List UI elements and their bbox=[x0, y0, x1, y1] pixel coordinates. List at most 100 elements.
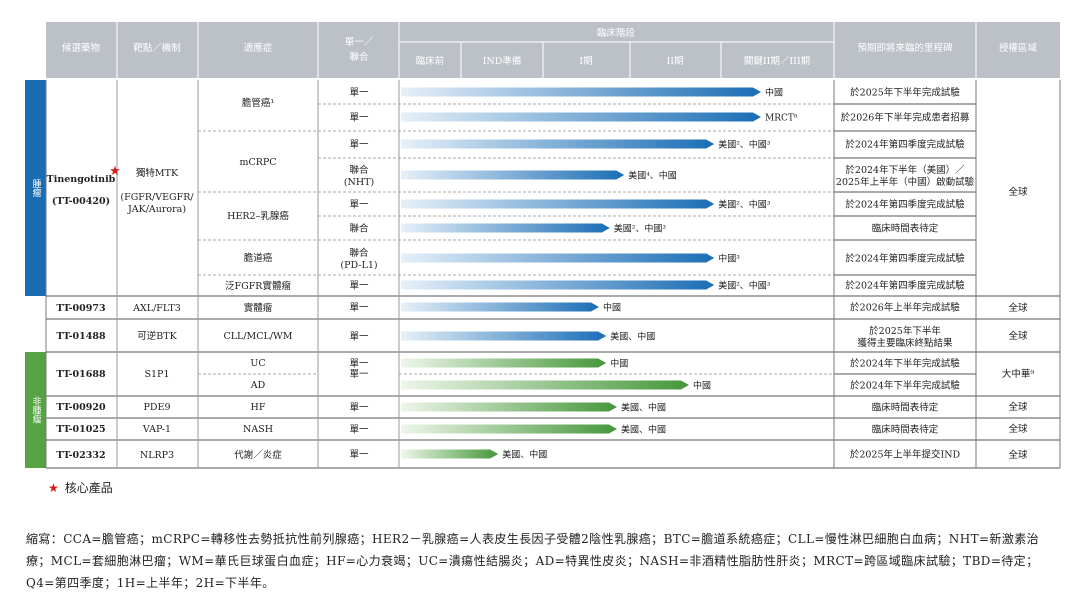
progress-bar bbox=[401, 170, 625, 180]
header-stage-preclinical: 臨床前 bbox=[416, 55, 445, 67]
header-indication: 適應症 bbox=[244, 42, 273, 54]
bar-region-label: 美國²、中國³ bbox=[718, 199, 771, 211]
indication-label: 膽管癌¹ bbox=[242, 97, 275, 109]
milestone-text: 於2024年第四季度完成試驗 bbox=[845, 280, 965, 292]
indication-label: NASH bbox=[243, 424, 273, 435]
drug-target: PDE9 bbox=[144, 402, 171, 413]
section-non-oncology-label: 非腫瘤 bbox=[31, 395, 42, 424]
milestone-text: 於2025年下半年完成試驗 bbox=[850, 87, 960, 99]
static-columns: Tinengotinib ★ (TT-00420) 獨特MTK (FGFR/VE… bbox=[47, 97, 1035, 461]
mono-combo-label: 單一 bbox=[349, 359, 369, 370]
progress-bar bbox=[401, 402, 617, 412]
rights-label: 全球 bbox=[1008, 423, 1028, 435]
drug-target: AXL/FLT3 bbox=[132, 303, 181, 314]
progress-bar bbox=[401, 199, 715, 209]
mono-combo-label: (PD-L1) bbox=[340, 260, 377, 271]
rights-label: 全球 bbox=[1008, 330, 1028, 342]
table-header: 候選藥物 靶點／機制 適應症 單一／ 聯合 臨床階段 臨床前 IND準備 I期 … bbox=[46, 22, 1060, 78]
bar-region-label: 中國³ bbox=[718, 253, 740, 265]
drug-name: Tinengotinib bbox=[47, 174, 116, 185]
mono-combo-label: 單一 bbox=[349, 425, 369, 436]
drug-target: VAP-1 bbox=[142, 424, 171, 435]
bar-region-label: MRCT⁸ bbox=[765, 114, 798, 124]
milestone-text: 2025年上半年（中國）啟動試驗 bbox=[836, 176, 975, 188]
milestone-text: 於2024年第四季度完成試驗 bbox=[845, 139, 965, 151]
indication-label: 代謝／炎症 bbox=[234, 449, 282, 461]
bar-region-label: 中國 bbox=[765, 87, 783, 99]
core-star-icon: ★ bbox=[109, 164, 121, 179]
header-drug: 候選藥物 bbox=[62, 42, 101, 54]
milestone-text: 臨床時間表待定 bbox=[872, 402, 939, 414]
indication-label: UC bbox=[250, 358, 265, 369]
drug-name: TT-00920 bbox=[56, 402, 106, 413]
mono-combo-label: 單一 bbox=[349, 303, 369, 314]
mono-combo-label: 單一 bbox=[349, 140, 369, 151]
drug-name: TT-00973 bbox=[56, 303, 105, 314]
header-mono-combo-line2: 聯合 bbox=[349, 51, 369, 63]
bar-region-label: 美國、中國 bbox=[502, 449, 547, 461]
bar-region-label: 美國、中國 bbox=[621, 402, 666, 414]
indication-label: HER2–乳腺癌 bbox=[227, 210, 289, 222]
drug-name: TT-01025 bbox=[56, 424, 105, 435]
bar-region-label: 美國²、中國³ bbox=[718, 280, 771, 292]
core-product-label: 核心產品 bbox=[64, 481, 113, 495]
bar-region-label: 美國²、中國³ bbox=[614, 223, 667, 235]
bar-region-label: 美國、中國 bbox=[610, 331, 655, 343]
drug-name: TT-01488 bbox=[56, 331, 106, 342]
milestone-text: 獲得主要臨床終點結果 bbox=[857, 337, 953, 349]
pipeline-table: 候選藥物 靶點／機制 適應症 單一／ 聯合 臨床階段 臨床前 IND準備 I期 … bbox=[25, 22, 1061, 469]
core-star-icon: ★ bbox=[48, 481, 59, 495]
indication-label: mCRPC bbox=[239, 157, 276, 168]
progress-bar bbox=[401, 139, 715, 149]
progress-bar bbox=[401, 253, 715, 263]
section-non-oncology: 非腫瘤 bbox=[25, 352, 46, 468]
progress-bar bbox=[401, 223, 610, 233]
mono-combo-label: 單一 bbox=[349, 369, 369, 380]
abbreviations-note: 縮寫：CCA=膽管癌；mCRPC=轉移性去勢抵抗性前列腺癌；HER2－乳腺癌=人… bbox=[26, 532, 1040, 590]
progress-bar bbox=[401, 424, 617, 434]
bar-region-label: 美國⁴、中國 bbox=[628, 170, 677, 182]
milestone-text: 臨床時間表待定 bbox=[872, 223, 939, 235]
mono-combo-label: (NHT) bbox=[344, 177, 374, 188]
drug-name: TT-01688 bbox=[56, 369, 106, 380]
progress-bar bbox=[401, 87, 761, 97]
indication-label: 泛FGFR實體瘤 bbox=[225, 280, 291, 292]
indication-label: AD bbox=[250, 380, 266, 391]
progress-bar bbox=[401, 331, 607, 341]
header-rights: 授權區域 bbox=[999, 42, 1038, 54]
milestone-text: 於2024年下半年完成試驗 bbox=[850, 358, 960, 370]
grid-lines bbox=[45, 80, 1061, 469]
bar-region-label: 中國 bbox=[693, 380, 711, 392]
drug-name: TT-02332 bbox=[56, 450, 105, 461]
drug-target: 獨特MTK bbox=[136, 167, 179, 179]
milestone-text: 於2026年下半年完成患者招募 bbox=[841, 112, 970, 124]
mono-combo-label: 單一 bbox=[349, 113, 369, 124]
indication-label: 實體瘤 bbox=[244, 302, 273, 314]
milestone-text: 臨床時間表待定 bbox=[872, 424, 939, 436]
bar-region-label: 中國 bbox=[603, 302, 621, 314]
core-product-note: ★ 核心產品 bbox=[48, 479, 113, 496]
drug-target: NLRP3 bbox=[140, 450, 174, 461]
progress-bar bbox=[401, 112, 761, 122]
milestone-text: 於2025年下半年 bbox=[869, 325, 941, 337]
header-milestone: 預期即將來臨的里程碑 bbox=[857, 42, 953, 54]
bar-region-label: 美國、中國 bbox=[621, 424, 666, 436]
header-clinical-stage: 臨床階段 bbox=[597, 27, 636, 39]
milestone-text: 於2024年下半年完成試驗 bbox=[850, 380, 960, 392]
drug-target: 可逆BTK bbox=[137, 330, 177, 342]
milestone-text: 於2024年第四季度完成試驗 bbox=[845, 199, 965, 211]
rights-label: 大中華⁹ bbox=[1002, 368, 1035, 380]
progress-bar bbox=[401, 449, 499, 459]
rights-label: 全球 bbox=[1008, 449, 1028, 461]
drug-target: JAK/Aurora) bbox=[127, 204, 186, 215]
section-oncology-label: 腫瘤 bbox=[31, 179, 42, 198]
drug-target: (FGFR/VEGFR/ bbox=[120, 192, 194, 203]
indication-label: 膽道癌 bbox=[244, 252, 273, 264]
mono-combo-label: 單一 bbox=[349, 403, 369, 414]
header-stage-pivotal: 關鍵II期／III期 bbox=[744, 55, 810, 67]
header-target: 靶點／機制 bbox=[133, 42, 181, 54]
mono-combo-label: 單一 bbox=[349, 88, 369, 99]
progress-bar bbox=[401, 358, 607, 368]
drug-code: (TT-00420) bbox=[52, 196, 110, 207]
bar-region-label: 中國 bbox=[610, 358, 628, 370]
